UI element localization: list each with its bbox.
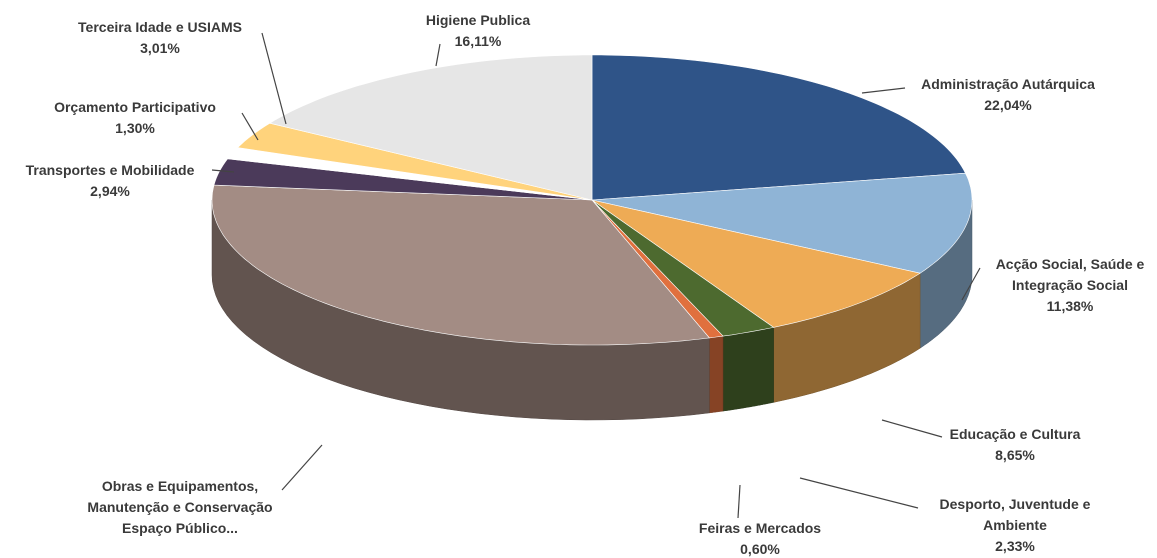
slice-label: Orçamento Participativo 1,30% [54,97,216,139]
slice [211,184,710,346]
slice-label: Desporto, Juventude e Ambiente 2,33% [915,494,1115,557]
leader-lines [211,32,981,519]
slice-side [709,335,724,414]
slice-label: Higiene Publica 16,11% [426,10,530,52]
value-label: 11,38% [1046,298,1094,314]
slice-label: Administração Autárquica 22,04% [921,74,1095,116]
slice-label: Terceira Idade e USIAMS 3,01% [78,17,242,59]
slice [591,54,966,201]
leader [799,477,919,509]
leader [435,43,441,67]
value-label: 8,65% [995,447,1035,463]
slice [591,199,921,328]
leader [961,267,981,301]
value-label: 22,04% [984,97,1032,113]
category-name: Higiene Publica [425,12,531,28]
value-label: 3,01% [140,40,180,56]
slice [213,158,593,201]
slice-label: Feiras e Mercados 0,60% [699,518,821,558]
category-name: Feiras e Mercados [698,520,822,536]
value-label: 16,11% [454,33,502,49]
leader [261,32,287,125]
leader [861,87,906,94]
value-label: 1,30% [115,120,155,136]
category-name: Terceira Idade e USIAMS [78,19,242,35]
slice-label: Acção Social, Saúde e Integração Social 1… [980,254,1157,317]
slice-label: Transportes e Mobilidade 2,94% [26,160,195,202]
category-name: Obras e Equipamentos, Manutenção e Conse… [87,478,273,536]
slice [269,54,593,201]
slice [591,172,973,274]
leader [211,169,235,173]
slice [591,199,775,337]
leader [881,419,943,438]
slice-label: Educação e Cultura 8,65% [950,424,1081,466]
leader [281,444,323,491]
value-label: 2,94% [90,183,130,199]
value-label: 0,60% [740,541,780,557]
category-name: Transportes e Mobilidade [25,162,195,178]
category-name: Orçamento Participativo [54,99,216,115]
category-name: Desporto, Juventude e Ambiente [939,496,1091,533]
slice [236,122,593,201]
leader [737,484,741,519]
category-name: Acção Social, Saúde e Integração Social [995,256,1145,293]
category-name: Administração Autárquica [921,76,1095,92]
category-name: Educação e Cultura [949,426,1081,442]
slice-side [722,327,774,412]
leader [241,112,259,141]
value-label: 2,33% [995,538,1035,554]
slice-label: Obras e Equipamentos, Manutenção e Conse… [65,476,295,539]
